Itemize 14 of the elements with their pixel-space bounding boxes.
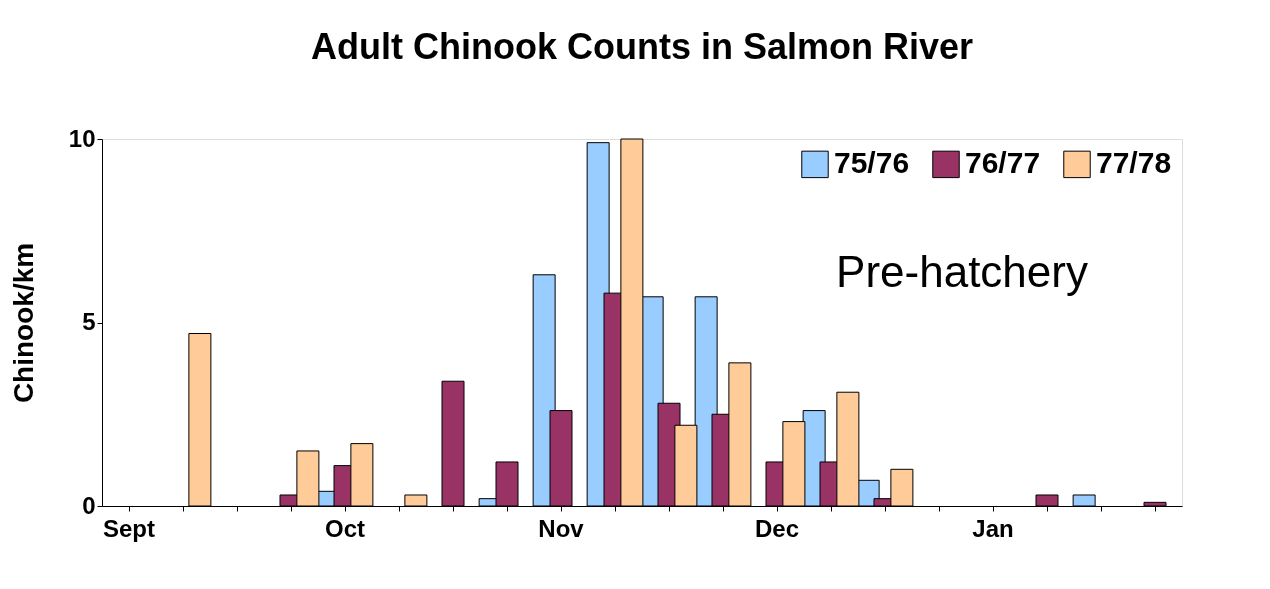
legend-label: 76/77	[965, 146, 1041, 180]
chart-title: Adult Chinook Counts in Salmon River	[310, 26, 974, 67]
y-axis-title: Chinook/km	[7, 242, 39, 404]
legend-label: 77/78	[1096, 146, 1172, 180]
x-tick-label: Oct	[324, 514, 366, 542]
y-tick-label: 0	[82, 491, 96, 519]
x-tick-label: Jan	[972, 514, 1014, 542]
y-tick-label: 5	[82, 308, 96, 335]
legend-label: 75/76	[834, 146, 910, 180]
y-tick-label: 10	[68, 124, 96, 152]
x-tick-label: Dec	[754, 514, 800, 542]
x-tick-label: Nov	[538, 514, 585, 542]
annotation: Pre-hatchery	[836, 247, 1088, 296]
x-tick-label: Sept	[102, 514, 156, 542]
